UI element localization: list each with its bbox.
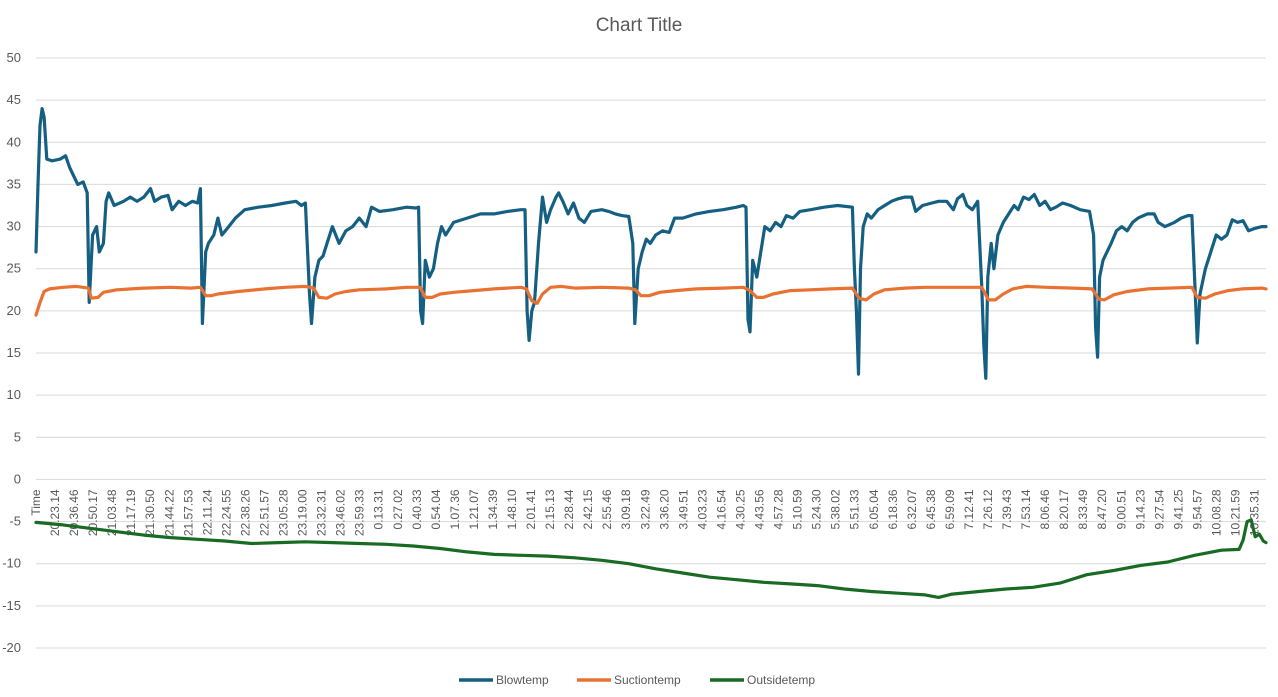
x-tick-label: 2.55.46 [600,489,614,529]
legend-label: Blowtemp [496,673,549,687]
x-tick-label: 7.53.14 [1019,489,1033,529]
x-tick-label: 8.33.49 [1076,489,1090,529]
y-tick-label: 50 [7,50,21,65]
x-tick-label: 21.03.48 [105,489,119,536]
legend-label: Outsidetemp [747,673,815,687]
y-tick-label: 35 [7,176,21,191]
legend-item-blowtemp: Blowtemp [459,673,549,687]
x-tick-label: 1.34.39 [486,489,500,529]
y-tick-label: 15 [7,345,21,360]
x-tick-label: 2.42.15 [581,489,595,529]
x-tick-label: 2.15.13 [543,489,557,529]
x-tick-label: 9.41.25 [1171,489,1185,529]
y-tick-label: 10 [7,387,21,402]
y-tick-label: -5 [9,514,21,529]
x-tick-label: 22.38.26 [238,489,252,536]
x-tick-label: 3.22.49 [638,489,652,529]
y-tick-label: 30 [7,219,21,234]
x-tick-label: 5.10.59 [791,489,805,529]
x-tick-label: 20.23.14 [48,489,62,536]
series-line-suctiontemp [34,284,1268,317]
y-tick-label: 45 [7,92,21,107]
x-tick-label: 4.57.28 [772,489,786,529]
x-tick-label: 3.36.20 [657,489,671,529]
x-tick-label: 1.21.07 [467,489,481,529]
x-tick-label: 1.48.10 [505,489,519,529]
legend-item-outsidetemp: Outsidetemp [710,673,815,687]
x-tick-label: 23.46.02 [334,489,348,536]
x-tick-label: 10.21.59 [1229,489,1243,536]
x-tick-label: 23.59.33 [353,489,367,536]
x-tick-label: 21.57.53 [181,489,195,536]
gridlines [36,57,1266,649]
x-tick-label: 8.20.17 [1057,489,1071,529]
x-tick-label: 9.27.54 [1152,489,1166,529]
x-tick-label: 4.03.23 [695,489,709,529]
x-tick-label: 9.54.57 [1190,489,1204,529]
y-tick-label: 25 [7,261,21,276]
series-line-blowtemp [34,107,1268,380]
y-tick-label: 0 [14,471,21,486]
x-tick-label: 5.51.33 [848,489,862,529]
y-tick-label: -10 [2,556,21,571]
x-tick-label: 2.01.41 [524,489,538,529]
chart-title: Chart Title [596,15,683,36]
x-tick-label: 20.36.46 [67,489,81,536]
legend-item-suctiontemp: Suctiontemp [577,673,681,687]
x-tick-label: 6.05.04 [867,489,881,529]
y-tick-label: -20 [2,640,21,655]
x-tick-label: 6.18.36 [886,489,900,529]
y-tick-label: 40 [7,134,21,149]
x-tick-label: 9.14.23 [1133,489,1147,529]
x-tick-label: 22.11.24 [200,489,214,535]
x-tick-label: 8.06.46 [1038,489,1052,529]
y-tick-label: 5 [14,429,21,444]
x-tick-label: 20.50.17 [86,489,100,536]
x-tick-label: 23.19.00 [296,489,310,536]
x-tick-label: 10.08.28 [1209,489,1223,536]
x-tick-label: 23.05.28 [277,489,291,536]
x-tick-label: 7.26.12 [981,489,995,529]
x-tick-label: 21.44.22 [162,489,176,536]
x-tick-label: 21.17.19 [124,489,138,536]
x-tick-label: 6.32.07 [905,489,919,529]
x-tick-label: 22.51.57 [257,489,271,536]
series-line-outsidetemp [34,518,1268,599]
x-tick-label: 22.24.55 [219,489,233,536]
x-tick-label: 0.13.31 [372,489,386,529]
x-tick-label: 4.30.25 [733,489,747,529]
x-tick-label: 4.43.56 [753,489,767,529]
x-tick-label: 5.24.30 [810,489,824,529]
x-tick-label: 3.09.18 [619,489,633,529]
x-tick-label: 2.28.44 [562,489,576,529]
x-tick-label: 3.49.51 [676,489,690,529]
x-tick-label: 23.32.31 [315,489,329,536]
x-tick-label: 21.30.50 [143,489,157,536]
x-tick-label: 4.16.54 [714,489,728,529]
x-tick-label: 9.00.51 [1114,489,1128,529]
x-tick-label: Time [29,489,43,516]
x-tick-label: 7.12.41 [962,489,976,529]
x-tick-label: 5.38.02 [829,489,843,529]
x-tick-label: 1.07.36 [448,489,462,529]
legend-label: Suctiontemp [614,673,681,687]
y-tick-label: -15 [2,598,21,613]
y-tick-label: 20 [7,303,21,318]
x-axis-tick-labels: Time 20.23.14 20.36.46 20.50.17 21.03.48 21.1… [29,489,1262,536]
plot-area [34,107,1268,599]
x-tick-label: 0.40.33 [410,489,424,529]
x-tick-label: 0.54.04 [429,489,443,529]
legend: Blowtemp Suctiontemp Outsidetemp [459,673,815,687]
x-tick-label: 6.45.38 [924,489,938,529]
x-tick-label: 0.27.02 [391,489,405,529]
x-tick-label: 6.59.09 [943,489,957,529]
x-tick-label: 8.47.20 [1095,489,1109,529]
x-tick-label: 7.39.43 [1000,489,1014,529]
